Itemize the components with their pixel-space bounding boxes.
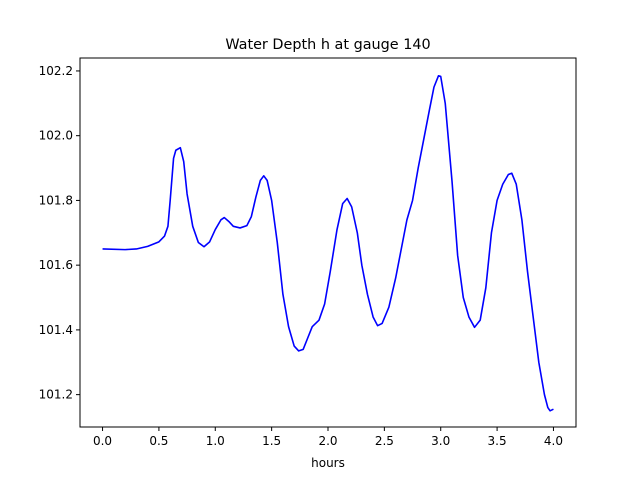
x-axis-label: hours (311, 456, 345, 470)
y-tick-label: 102.2 (39, 64, 73, 78)
y-tick-label: 101.4 (39, 323, 73, 337)
y-tick-label: 101.8 (39, 193, 73, 207)
x-tick-label: 0.0 (93, 434, 112, 448)
y-tick-label: 102.0 (39, 129, 73, 143)
x-tick-label: 4.0 (544, 434, 563, 448)
x-tick-label: 0.5 (149, 434, 168, 448)
x-tick-label: 1.5 (262, 434, 281, 448)
x-tick-label: 3.5 (488, 434, 507, 448)
x-tick-label: 3.0 (431, 434, 450, 448)
x-tick-label: 1.0 (206, 434, 225, 448)
y-tick-label: 101.2 (39, 388, 73, 402)
series-line-0 (102, 75, 554, 412)
y-axis: 101.2 101.4 101.6 101.8 102.0 102.2 (39, 64, 80, 402)
y-tick-label: 101.6 (39, 258, 73, 272)
chart-title: Water Depth h at gauge 140 (225, 37, 430, 53)
plot-area (102, 75, 554, 412)
axes-frame (79, 57, 577, 428)
x-tick-label: 2.5 (375, 434, 394, 448)
x-axis: 0.0 0.5 1.0 1.5 2.0 2.5 3.0 3.5 4.0 (93, 427, 563, 448)
x-tick-label: 2.0 (318, 434, 337, 448)
